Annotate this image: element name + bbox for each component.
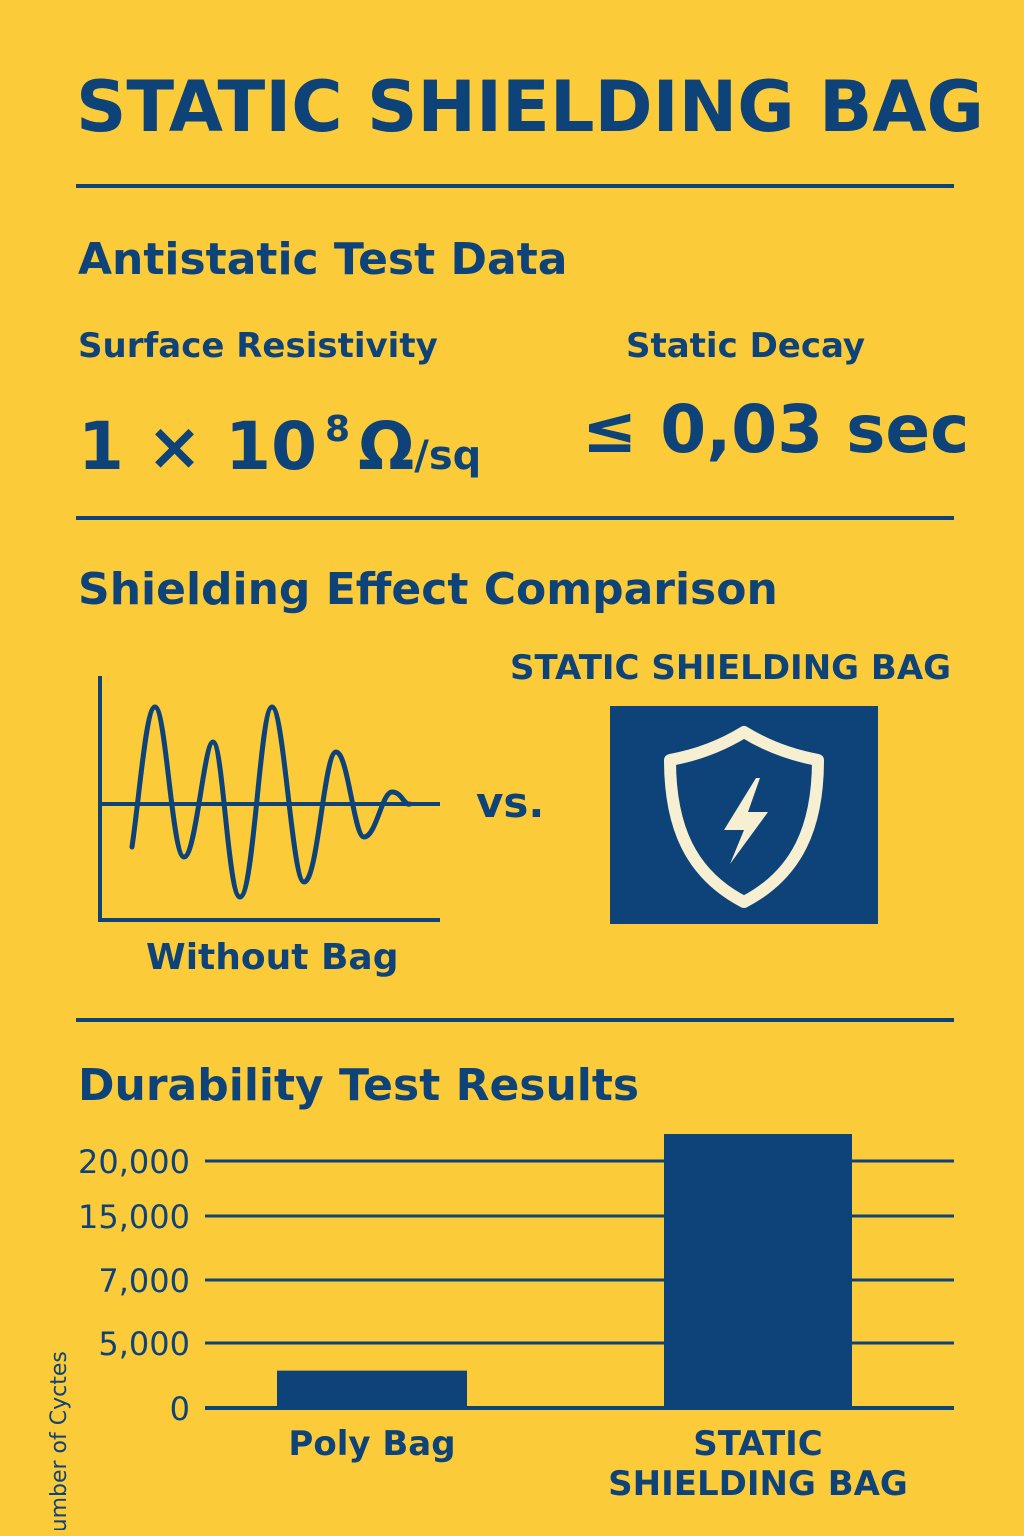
- resistivity-exponent: 8: [325, 409, 351, 450]
- surface-resistivity-value: 1 × 10 8 Ω/sq: [78, 390, 481, 496]
- x-category-label: STATIC SHIELDING BAG: [608, 1424, 908, 1504]
- without-bag-label: Without Bag: [146, 937, 399, 978]
- antistatic-heading: Antistatic Test Data: [78, 234, 568, 285]
- divider-middle: [76, 516, 954, 520]
- vs-label: vs.: [476, 778, 545, 827]
- waveform-line: [129, 704, 413, 900]
- y-tick-label: 5,000: [98, 1325, 190, 1363]
- page-title: STATIC SHIELDING BAG: [76, 66, 985, 148]
- surface-resistivity-label: Surface Resistivity: [78, 326, 438, 366]
- divider-bottom: [76, 1018, 954, 1022]
- durability-heading: Durability Test Results: [78, 1060, 640, 1111]
- shield-lightning-icon: [664, 726, 824, 908]
- chart-x-labels: Poly Bag STATIC SHIELDING BAG: [288, 1424, 907, 1504]
- static-shielding-bag-label: STATIC SHIELDING BAG: [510, 648, 952, 688]
- waveform-axes: [98, 676, 440, 922]
- divider-top: [76, 184, 954, 188]
- waveform-graphic: [98, 676, 440, 922]
- chart-y-axis-label: Number of Cyctes: [47, 1351, 72, 1530]
- durability-bar-chart: 0 5,000 7,000 15,000 20,000 Poly Bag STATIC SH…: [47, 1134, 954, 1530]
- resistivity-mantissa: 1 × 10: [78, 408, 318, 485]
- shield-outline-icon: [664, 726, 824, 908]
- bar: [664, 1134, 852, 1408]
- chart-y-ticks: 0 5,000 7,000 15,000 20,000: [78, 1143, 190, 1428]
- shielding-heading: Shielding Effect Comparison: [78, 564, 778, 615]
- shield-panel: [610, 706, 878, 924]
- x-category-label: Poly Bag: [288, 1424, 455, 1464]
- lightning-bolt-icon: [724, 778, 768, 864]
- static-decay-label: Static Decay: [626, 326, 866, 366]
- chart-bars: [277, 1134, 852, 1408]
- static-decay-value: ≤ 0,03 sec: [582, 391, 970, 468]
- bar: [277, 1370, 467, 1408]
- resistivity-unit: Ω: [358, 408, 415, 485]
- y-tick-label: 7,000: [98, 1262, 190, 1300]
- y-tick-label: 15,000: [78, 1198, 190, 1236]
- y-tick-label: 20,000: [78, 1143, 190, 1181]
- resistivity-unit-suffix: /sq: [414, 433, 482, 479]
- y-tick-label: 0: [170, 1390, 190, 1428]
